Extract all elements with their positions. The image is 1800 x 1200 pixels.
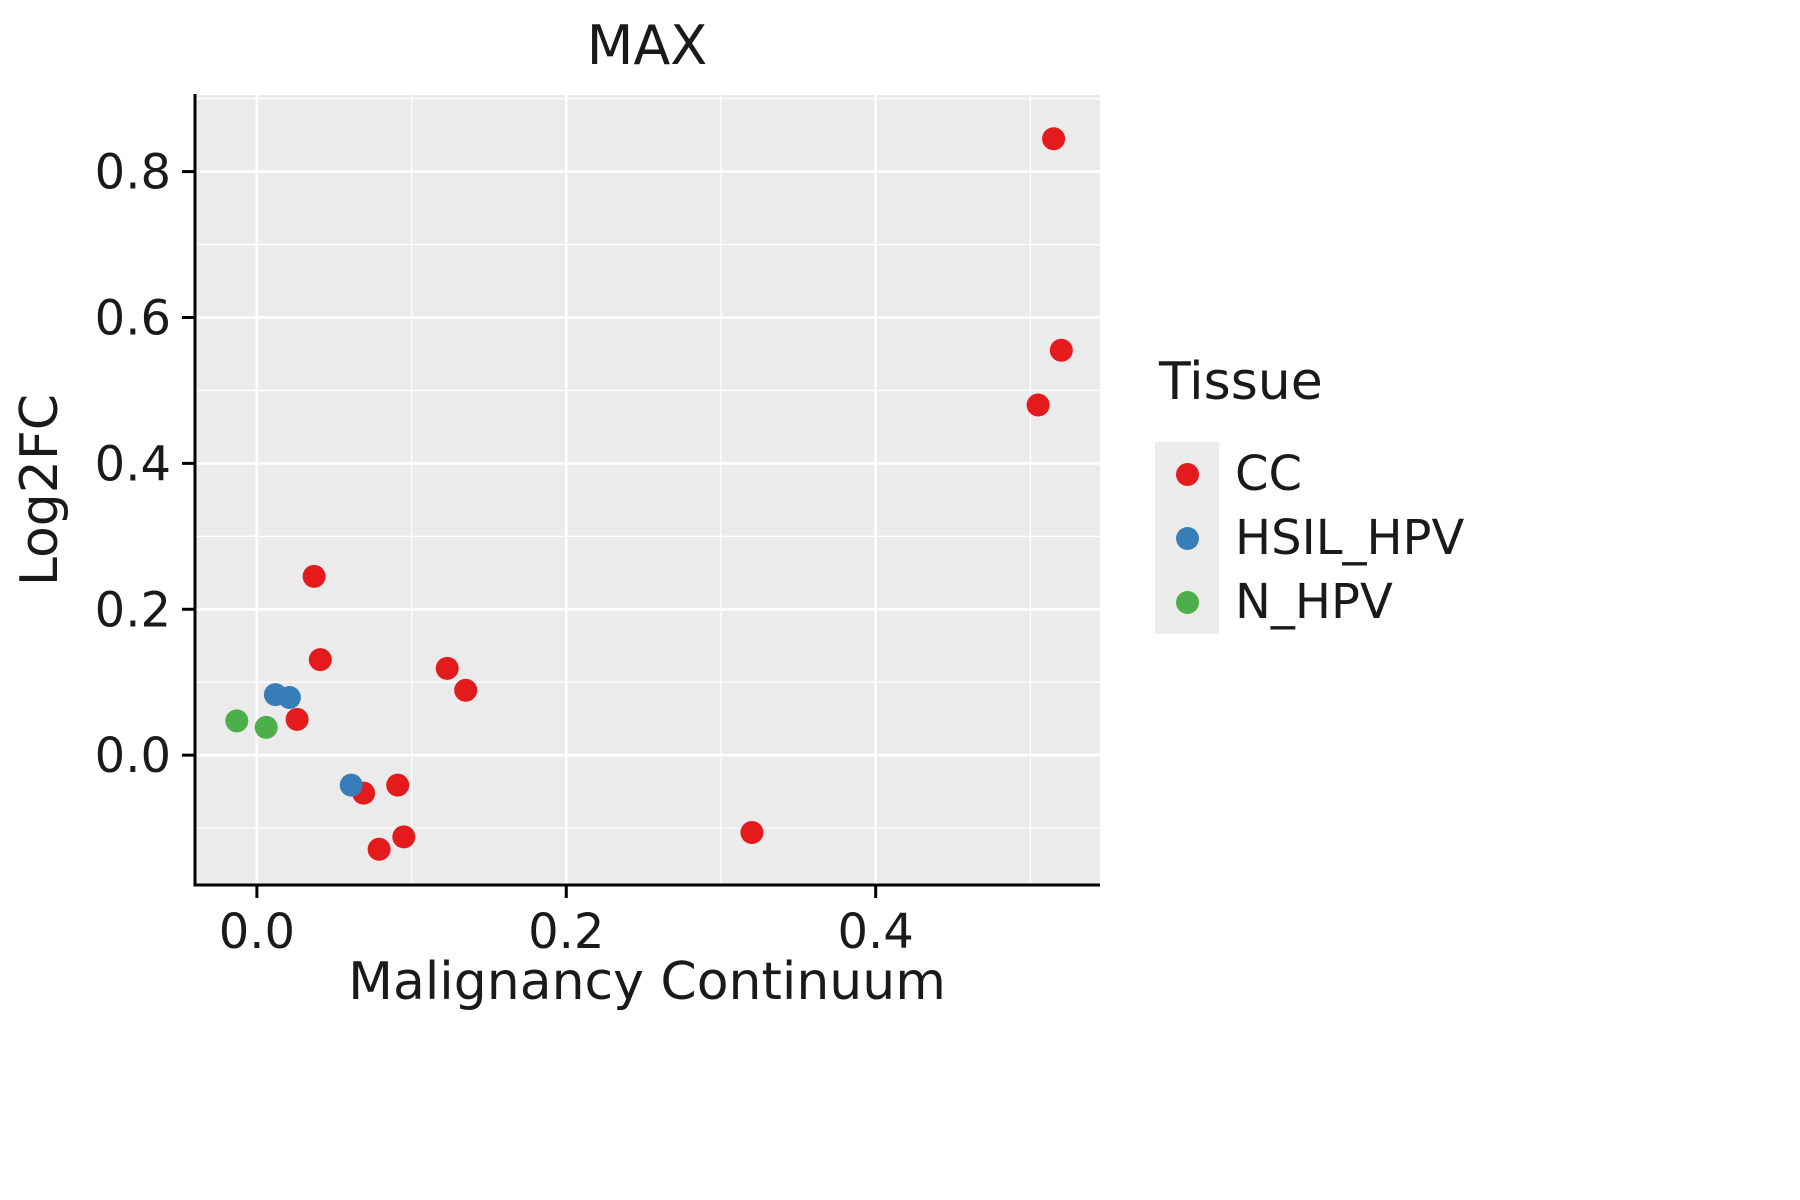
- legend-dot-icon: [1175, 526, 1199, 550]
- legend-title: Tissue: [1159, 352, 1323, 412]
- legend-key: [1155, 506, 1219, 570]
- y-tick-label: 0.6: [95, 290, 171, 346]
- chart-title: MAX: [586, 14, 708, 77]
- data-point-CC: [1049, 338, 1073, 362]
- legend-item-CC: CC: [1155, 442, 1464, 506]
- data-point-CC: [392, 825, 416, 849]
- x-axis-label: Malignancy Continuum: [348, 952, 946, 1012]
- data-point-HSIL_HPV: [277, 686, 301, 709]
- data-point-N_HPV: [225, 709, 249, 733]
- data-point-CC: [367, 837, 391, 861]
- x-tick-label: 0.4: [838, 904, 914, 960]
- y-tick-label: 0.0: [95, 728, 171, 784]
- legend-item-N_HPV: N_HPV: [1155, 570, 1464, 634]
- legend-dot-icon: [1175, 590, 1199, 614]
- legend-key: [1155, 442, 1219, 506]
- data-point-CC: [1042, 127, 1066, 151]
- data-point-CC: [308, 648, 332, 672]
- data-point-N_HPV: [254, 715, 278, 739]
- legend-label: CC: [1235, 446, 1303, 502]
- plot-panel: [195, 95, 1100, 885]
- y-tick-label: 0.4: [95, 436, 171, 492]
- legend-items: CC HSIL_HPV N_HPV: [1155, 442, 1464, 634]
- x-tick-label: 0.2: [528, 904, 604, 960]
- y-tick-label: 0.8: [95, 145, 171, 201]
- data-point-CC: [386, 773, 410, 797]
- data-point-CC: [740, 821, 764, 844]
- data-point-CC: [302, 564, 326, 588]
- legend-label: HSIL_HPV: [1235, 510, 1465, 566]
- legend-dot-icon: [1175, 462, 1199, 486]
- data-point-CC: [285, 707, 309, 731]
- legend-item-HSIL_HPV: HSIL_HPV: [1155, 506, 1464, 570]
- legend: Tissue CC HSIL_HPV N_HPV: [1155, 352, 1464, 634]
- y-axis-label: Log2FC: [10, 393, 70, 587]
- legend-key: [1155, 570, 1219, 634]
- data-point-CC: [435, 656, 459, 680]
- data-point-CC: [454, 678, 478, 702]
- data-point-HSIL_HPV: [339, 773, 363, 797]
- y-tick-label: 0.2: [95, 582, 171, 638]
- x-tick-label: 0.0: [219, 904, 295, 960]
- legend-label: N_HPV: [1235, 574, 1393, 630]
- data-point-CC: [1026, 393, 1050, 417]
